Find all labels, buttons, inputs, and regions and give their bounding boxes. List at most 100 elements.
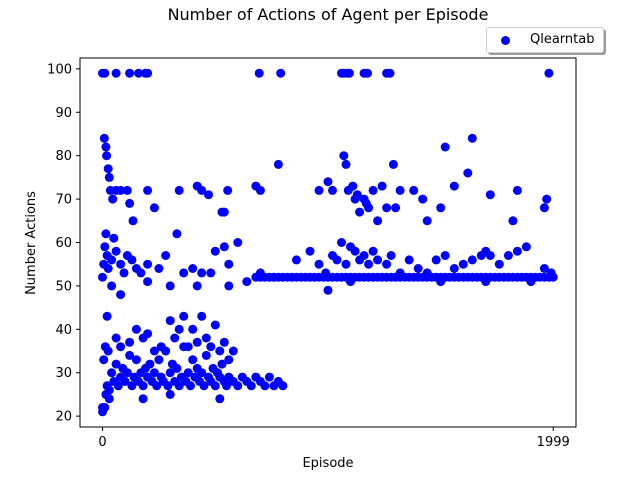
- data-point: [467, 133, 477, 143]
- data-point: [364, 203, 374, 213]
- data-point: [143, 329, 153, 339]
- data-point: [174, 381, 184, 391]
- data-point: [170, 333, 180, 343]
- data-point: [233, 381, 243, 391]
- data-point: [113, 381, 123, 391]
- data-point: [382, 259, 392, 269]
- y-axis-ticks: 20 30 40 50 60 70 80 90 100: [47, 62, 80, 425]
- data-point: [246, 381, 256, 391]
- data-point: [337, 238, 346, 247]
- data-point: [152, 381, 162, 391]
- data-point: [363, 68, 372, 78]
- data-point: [385, 68, 395, 78]
- data-point: [368, 246, 378, 256]
- data-point: [107, 368, 117, 378]
- data-point: [440, 142, 450, 152]
- data-point: [422, 216, 432, 226]
- data-point: [413, 264, 423, 273]
- data-point: [219, 242, 229, 252]
- data-point: [210, 246, 220, 256]
- data-point: [172, 363, 182, 373]
- data-point: [154, 264, 164, 273]
- data-point: [508, 216, 518, 226]
- data-point: [188, 264, 198, 273]
- data-point: [116, 342, 126, 352]
- data-point: [111, 333, 121, 343]
- data-point: [548, 272, 558, 282]
- data-point: [395, 185, 405, 195]
- data-point: [149, 203, 159, 213]
- data-point: [204, 190, 213, 200]
- data-point: [276, 68, 286, 78]
- data-point: [224, 281, 234, 291]
- data-point: [485, 251, 495, 260]
- data-point: [467, 255, 477, 265]
- data-point: [98, 272, 107, 282]
- data-point: [386, 251, 396, 260]
- data-point: [197, 185, 207, 195]
- data-point: [143, 259, 153, 269]
- data-point: [156, 342, 166, 352]
- data-point: [260, 381, 270, 391]
- data-point: [149, 368, 159, 378]
- data-point: [341, 259, 351, 269]
- chart-title: Number of Actions of Agent per Episode: [168, 5, 489, 24]
- data-point: [409, 185, 419, 195]
- data-point: [201, 333, 211, 343]
- data-point: [323, 285, 333, 295]
- data-point: [544, 68, 554, 78]
- y-tick-label: 40: [55, 323, 72, 338]
- data-point: [192, 337, 202, 347]
- data-point: [463, 168, 473, 178]
- data-point: [143, 68, 153, 78]
- data-point: [494, 259, 504, 269]
- data-point: [201, 350, 211, 360]
- data-point: [103, 264, 113, 273]
- data-point: [278, 381, 288, 391]
- data-point: [174, 324, 184, 334]
- data-point: [100, 242, 110, 252]
- data-point: [179, 311, 189, 321]
- data-point: [174, 185, 184, 195]
- data-point: [104, 394, 114, 404]
- data-point: [254, 68, 264, 78]
- data-point: [328, 185, 337, 195]
- y-tick-label: 20: [55, 410, 72, 425]
- data-point: [382, 203, 392, 213]
- data-point: [104, 385, 114, 395]
- data-point: [233, 238, 243, 247]
- data-point: [223, 185, 233, 195]
- data-point: [183, 368, 193, 378]
- data-point: [111, 359, 121, 369]
- data-point: [125, 68, 135, 78]
- data-point: [458, 259, 468, 269]
- data-point: [125, 350, 135, 360]
- data-point: [404, 255, 414, 265]
- data-point: [388, 159, 398, 169]
- data-point: [273, 159, 283, 169]
- data-point: [539, 264, 549, 273]
- data-point: [107, 255, 117, 265]
- data-point: [542, 194, 552, 204]
- data-point: [512, 185, 522, 195]
- data-point: [165, 389, 175, 399]
- data-point: [305, 246, 315, 256]
- data-point: [323, 177, 333, 187]
- data-point: [102, 151, 112, 161]
- data-point: [539, 203, 549, 213]
- data-point: [136, 268, 146, 278]
- data-point: [116, 185, 126, 195]
- data-point: [436, 203, 446, 213]
- data-point: [217, 359, 227, 369]
- data-point: [355, 207, 365, 217]
- data-point: [179, 268, 189, 278]
- data-point: [206, 268, 216, 278]
- data-point: [165, 368, 175, 378]
- data-point: [131, 355, 141, 365]
- data-point: [111, 68, 121, 78]
- data-point: [215, 346, 225, 356]
- data-point: [109, 233, 119, 243]
- data-point: [503, 251, 513, 260]
- data-point: [138, 394, 148, 404]
- data-point: [111, 246, 121, 256]
